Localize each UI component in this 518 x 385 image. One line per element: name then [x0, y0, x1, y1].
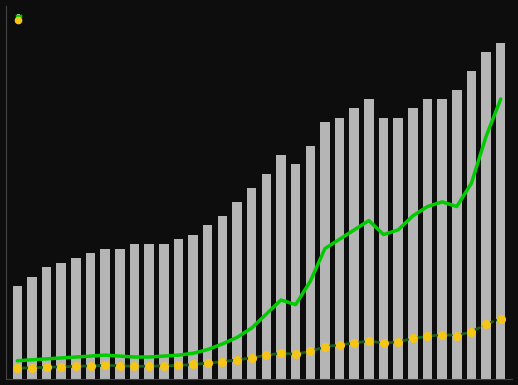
Bar — [247, 188, 256, 380]
Bar — [42, 267, 51, 380]
Bar — [437, 99, 447, 380]
Bar — [481, 52, 491, 380]
Bar — [496, 43, 506, 380]
Legend: , , , : , , , — [17, 14, 21, 21]
Bar — [218, 216, 227, 380]
Bar — [100, 249, 110, 380]
Bar — [379, 118, 388, 380]
Bar — [291, 164, 300, 380]
Bar — [393, 118, 403, 380]
Bar — [262, 174, 271, 380]
Bar — [276, 155, 286, 380]
Bar — [86, 253, 95, 380]
Bar — [71, 258, 81, 380]
Bar — [56, 263, 66, 380]
Bar — [423, 99, 432, 380]
Bar — [203, 225, 212, 380]
Bar — [452, 90, 462, 380]
Bar — [130, 244, 139, 380]
Bar — [350, 108, 359, 380]
Bar — [335, 118, 344, 380]
Bar — [408, 108, 418, 380]
Bar — [115, 249, 125, 380]
Bar — [232, 202, 242, 380]
Bar — [145, 244, 154, 380]
Bar — [364, 99, 373, 380]
Bar — [12, 286, 22, 380]
Bar — [467, 71, 476, 380]
Bar — [174, 239, 183, 380]
Bar — [320, 122, 329, 380]
Bar — [159, 244, 168, 380]
Bar — [27, 277, 37, 380]
Bar — [306, 146, 315, 380]
Bar — [189, 234, 198, 380]
